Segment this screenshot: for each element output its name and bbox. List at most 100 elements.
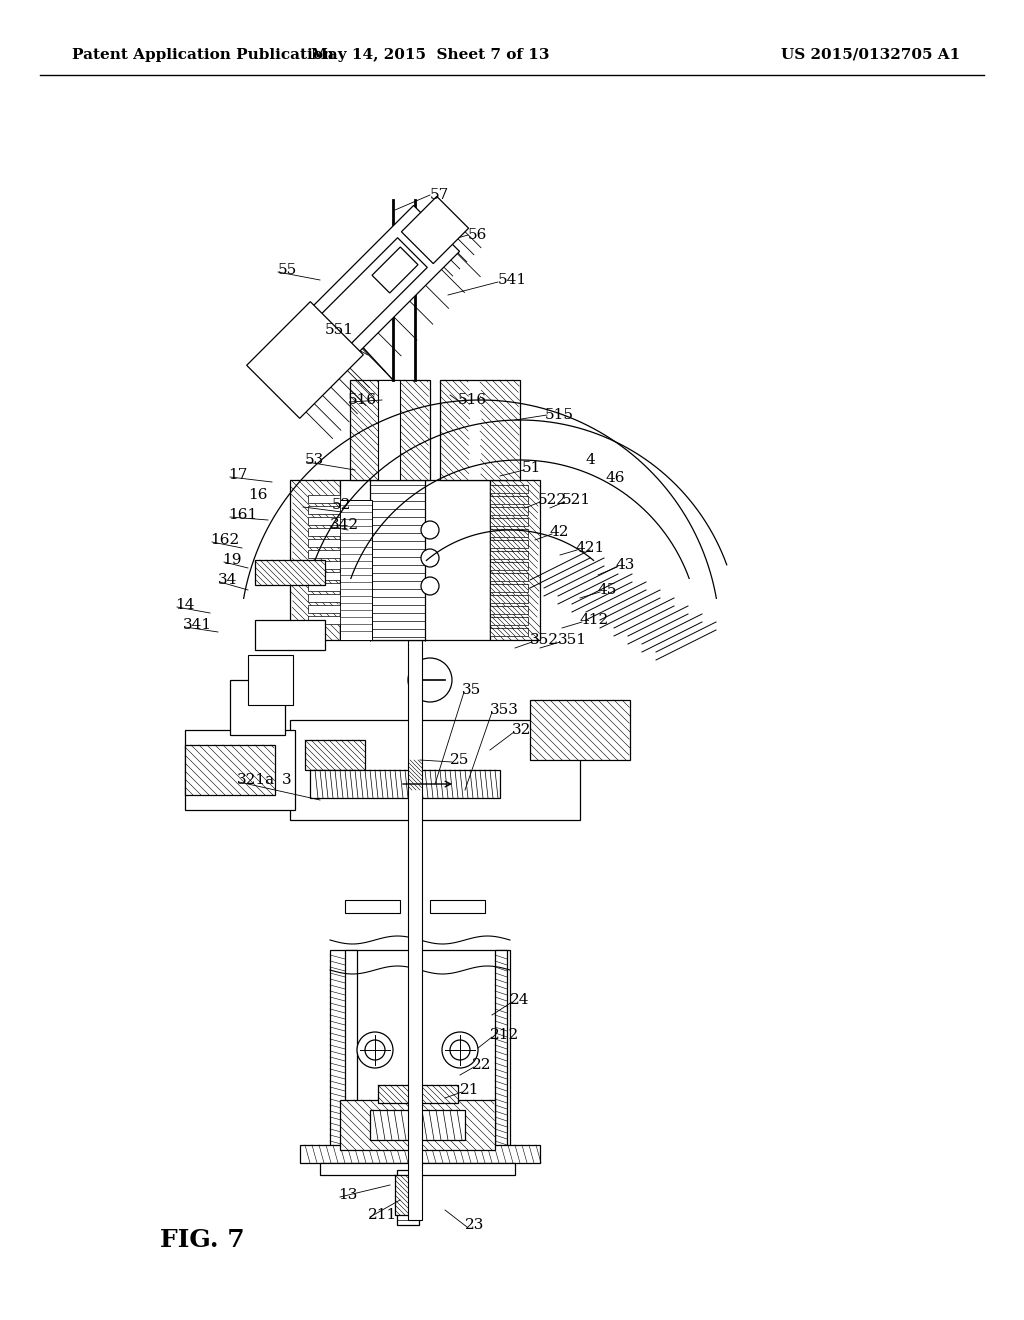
Text: 24: 24 — [510, 993, 529, 1007]
Bar — [308, 528, 340, 536]
Bar — [248, 655, 293, 705]
Text: 212: 212 — [490, 1028, 519, 1041]
Text: 351: 351 — [558, 634, 587, 647]
Circle shape — [421, 549, 439, 568]
Bar — [308, 506, 340, 513]
Bar — [490, 517, 528, 525]
Bar — [395, 1175, 420, 1214]
Bar — [430, 900, 485, 913]
Text: 4: 4 — [585, 453, 595, 467]
Circle shape — [357, 1032, 393, 1068]
Text: 17: 17 — [228, 469, 248, 482]
Polygon shape — [312, 238, 427, 352]
Polygon shape — [247, 302, 364, 418]
Text: 53: 53 — [305, 453, 325, 467]
Text: 23: 23 — [465, 1218, 484, 1232]
Bar — [230, 680, 285, 735]
Bar — [370, 480, 425, 640]
Text: 13: 13 — [338, 1188, 357, 1203]
Bar — [308, 539, 340, 546]
Polygon shape — [300, 206, 460, 364]
Bar — [490, 484, 528, 492]
Circle shape — [408, 657, 452, 702]
Bar — [490, 573, 528, 581]
Text: 43: 43 — [615, 558, 635, 572]
Text: 521: 521 — [562, 492, 591, 507]
Text: 412: 412 — [580, 612, 609, 627]
Circle shape — [365, 1040, 385, 1060]
Text: 19: 19 — [222, 553, 242, 568]
Bar — [308, 572, 340, 579]
Bar — [255, 620, 325, 649]
Text: 56: 56 — [468, 228, 487, 242]
Bar — [308, 594, 340, 602]
Bar — [530, 700, 630, 760]
Bar — [330, 950, 510, 1150]
Text: 25: 25 — [450, 752, 469, 767]
Text: 45: 45 — [598, 583, 617, 597]
Bar — [490, 529, 528, 537]
Polygon shape — [401, 197, 469, 264]
Bar — [490, 616, 528, 624]
Bar — [378, 380, 400, 480]
Text: 211: 211 — [368, 1208, 397, 1222]
Text: 51: 51 — [522, 461, 542, 475]
Text: 515: 515 — [545, 408, 574, 422]
Bar — [490, 595, 528, 603]
Text: 352: 352 — [530, 634, 559, 647]
Text: 16: 16 — [248, 488, 267, 502]
Bar — [305, 741, 365, 770]
Bar — [490, 507, 528, 515]
Text: 162: 162 — [210, 533, 240, 546]
Text: 46: 46 — [605, 471, 625, 484]
Bar — [185, 730, 295, 810]
Bar — [490, 496, 528, 504]
Bar — [308, 550, 340, 558]
Text: 541: 541 — [498, 273, 527, 286]
Circle shape — [421, 521, 439, 539]
Bar — [255, 560, 325, 585]
Bar — [308, 616, 340, 624]
Bar — [308, 583, 340, 591]
Bar — [490, 606, 528, 614]
Text: 42: 42 — [550, 525, 569, 539]
Text: 421: 421 — [575, 541, 604, 554]
Text: 3: 3 — [282, 774, 292, 787]
Bar — [440, 380, 520, 480]
Bar — [308, 495, 340, 503]
Bar — [185, 744, 275, 795]
Bar — [408, 500, 422, 1220]
Text: 22: 22 — [472, 1059, 492, 1072]
Bar — [345, 950, 357, 1150]
Bar — [308, 561, 340, 569]
Text: 52: 52 — [332, 498, 351, 512]
Circle shape — [442, 1032, 478, 1068]
Bar — [308, 605, 340, 612]
Bar — [345, 900, 400, 913]
Text: 161: 161 — [228, 508, 257, 521]
Text: 21: 21 — [460, 1082, 479, 1097]
Text: US 2015/0132705 A1: US 2015/0132705 A1 — [780, 48, 961, 62]
Text: May 14, 2015  Sheet 7 of 13: May 14, 2015 Sheet 7 of 13 — [310, 48, 549, 62]
Bar — [290, 480, 340, 640]
Circle shape — [421, 577, 439, 595]
Bar — [490, 562, 528, 570]
Bar — [350, 380, 430, 480]
Text: 342: 342 — [330, 517, 359, 532]
Circle shape — [450, 1040, 470, 1060]
Bar — [378, 1085, 458, 1104]
Text: Patent Application Publication: Patent Application Publication — [72, 48, 334, 62]
Bar — [490, 583, 528, 591]
Text: 341: 341 — [183, 618, 212, 632]
Text: 32: 32 — [512, 723, 531, 737]
Text: 353: 353 — [490, 704, 519, 717]
Bar — [490, 550, 528, 558]
Bar — [300, 1144, 540, 1163]
Bar — [490, 628, 528, 636]
Bar — [290, 719, 580, 820]
Text: 55: 55 — [278, 263, 297, 277]
Bar — [397, 1170, 419, 1225]
Bar — [310, 770, 500, 799]
Text: FIG. 7: FIG. 7 — [160, 1228, 245, 1251]
Text: 34: 34 — [218, 573, 238, 587]
